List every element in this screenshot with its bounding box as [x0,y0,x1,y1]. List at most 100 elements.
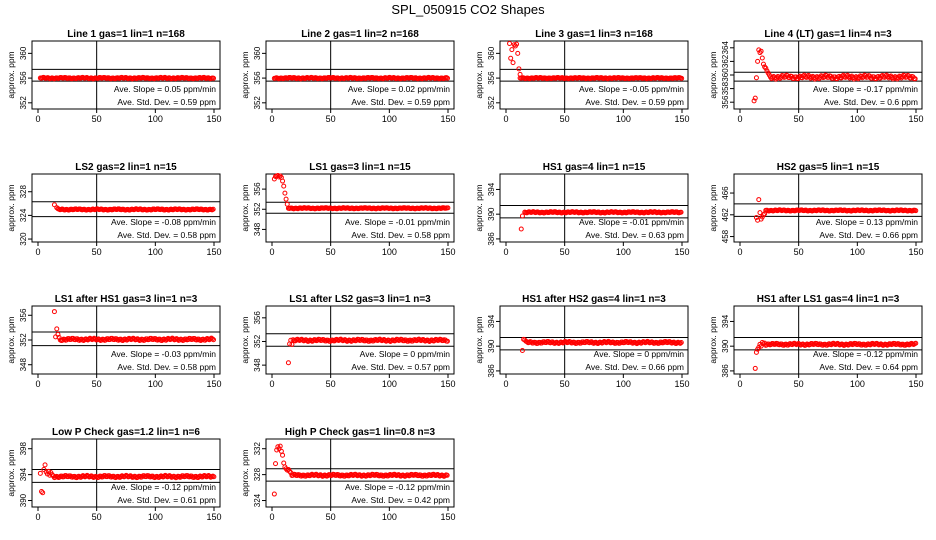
panel: LS1 after LS2 gas=3 lin=1 n=3 348 352 356ap… [240,294,456,389]
data-point [516,66,522,72]
y-tick-label: 324 [253,493,262,507]
data-point [511,42,517,48]
y-axis-label: approx. ppm [708,51,718,98]
data-point [679,75,685,81]
std-dev-annotation: Ave. Std. Dev. = 0.63 ppm [585,230,684,240]
data-point [287,468,293,474]
x-tick-label: 150 [674,247,689,257]
slope-annotation: Ave. Slope = -0.01 ppm/min [345,217,450,227]
x-tick-label: 150 [908,114,923,124]
slope-annotation: Ave. Slope = 0.05 ppm/min [114,84,216,94]
panel-title: Line 1 gas=1 lin=1 n=168 [67,29,185,40]
data-point [40,490,46,496]
x-tick-label: 100 [850,114,865,124]
panel-title: HS1 after HS2 gas=4 lin=1 n=3 [522,294,666,305]
x-tick-label: 100 [850,247,865,257]
y-tick-label: 352 [253,202,262,216]
y-tick-label: 394 [487,314,496,328]
data-point [273,461,279,467]
x-tick-label: 50 [560,247,570,257]
y-tick-label: 352 [253,334,262,348]
x-tick-label: 0 [269,512,274,522]
std-dev-annotation: Ave. Std. Dev. = 0.61 ppm [117,495,216,505]
plot-frame [265,40,455,110]
data-point [756,197,762,203]
data-point [280,178,286,184]
data-point [514,41,520,47]
data-point [271,491,277,497]
x-tick-label: 100 [382,512,397,522]
std-dev-annotation: Ave. Std. Dev. = 0.58 ppm [117,230,216,240]
plot-frame [499,173,689,243]
data-point [211,474,217,480]
x-tick-label: 0 [503,379,508,389]
x-tick-label: 0 [269,379,274,389]
data-point [913,340,919,346]
data-point [283,466,289,472]
data-point [42,462,48,468]
data-point [284,201,290,207]
plot-frame [265,173,455,243]
data-point [39,488,45,494]
data-point [277,443,283,449]
y-tick-label: 356 [19,71,28,85]
y-tick-label: 466 [721,186,730,200]
data-point [755,58,761,64]
data-point [211,75,217,81]
plot-frame [499,40,689,110]
x-tick-label: 100 [148,512,163,522]
y-axis-label: approx. ppm [474,184,484,231]
slope-annotation: Ave. Slope = 0 ppm/min [594,349,685,359]
std-dev-annotation: Ave. Std. Dev. = 0.59 ppm [117,97,216,107]
panel: Low P Check gas=1.2 lin=1 n=6 390 394 398ap… [6,427,222,522]
slope-annotation: Ave. Slope = -0.12 ppm/min [813,349,918,359]
slope-annotation: Ave. Slope = -0.12 ppm/min [111,482,216,492]
y-tick-label: 356 [253,311,262,325]
slope-annotation: Ave. Slope = -0.12 ppm/min [345,482,450,492]
y-axis-label: approx. ppm [6,449,16,496]
y-tick-label: 360 [721,68,730,82]
data-point [510,60,516,66]
y-tick-label: 390 [19,493,28,507]
data-point [211,337,217,343]
x-tick-label: 100 [616,379,631,389]
x-tick-label: 150 [674,114,689,124]
panel-title: HS2 gas=5 lin=1 n=15 [777,162,880,173]
x-tick-label: 0 [35,379,40,389]
data-point [444,338,450,344]
y-tick-label: 398 [19,441,28,455]
plot-frame [499,305,689,375]
x-tick-label: 50 [794,379,804,389]
std-dev-annotation: Ave. Std. Dev. = 0.42 ppm [351,495,450,505]
x-tick-label: 100 [616,114,631,124]
y-tick-label: 324 [19,208,28,222]
y-tick-label: 360 [19,46,28,60]
data-point [442,473,448,479]
y-axis-label: approx. ppm [6,316,16,363]
x-tick-label: 0 [35,114,40,124]
data-point [913,208,919,214]
y-tick-label: 362 [721,54,730,68]
x-tick-label: 100 [616,247,631,257]
x-tick-label: 100 [382,247,397,257]
figure-title: SPL_050915 CO2 Shapes [391,2,545,17]
y-tick-label: 328 [253,467,262,481]
x-tick-label: 0 [35,247,40,257]
data-point [752,365,758,371]
y-tick-label: 394 [19,467,28,481]
y-tick-label: 352 [19,333,28,347]
panel: High P Check gas=1 lin=0.8 n=3 324 328 332a… [240,427,456,522]
x-tick-label: 100 [148,247,163,257]
data-point [37,470,43,476]
data-point [49,472,55,478]
y-tick-label: 394 [487,182,496,196]
y-tick-label: 364 [721,41,730,55]
data-point [445,75,451,81]
data-point [283,196,289,202]
x-tick-label: 50 [794,114,804,124]
panel-title: LS2 gas=2 lin=1 n=15 [75,162,177,173]
x-tick-label: 50 [326,247,336,257]
std-dev-annotation: Ave. Std. Dev. = 0.66 ppm [585,362,684,372]
panel-title: High P Check gas=1 lin=0.8 n=3 [285,427,436,438]
